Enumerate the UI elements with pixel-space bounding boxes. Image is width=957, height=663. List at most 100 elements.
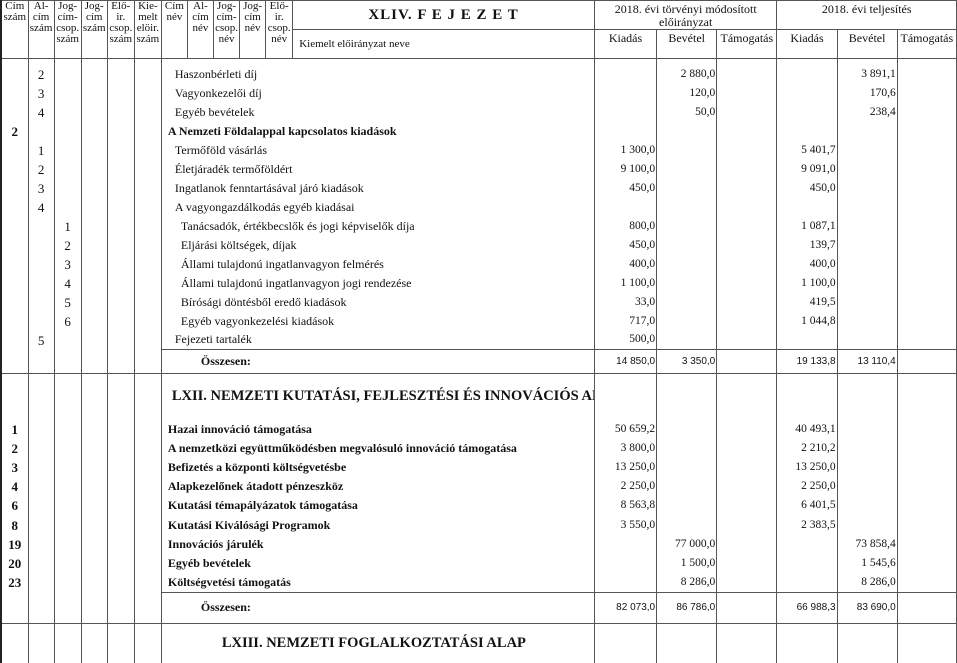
code-cell [81,373,108,420]
code-cell [54,140,82,160]
code-cell [1,292,29,312]
col-header-kiadas-1: Kiadás [593,29,658,59]
item-name: Alapkezelőnek átadott pénzeszköz [161,477,595,497]
table-row: 4 Állami tulajdonú ingatlanvagyon jogi re… [1,273,957,293]
value-cell [716,515,778,535]
value-cell [897,197,957,217]
code-cell [134,330,162,350]
value-cell: 1 300,0 [594,140,658,160]
code-cell [107,197,135,217]
value-cell [716,216,778,236]
col-header-eloir-csop-nev: Elő-ir. csop. név [265,0,294,59]
total-value: 14 850,0 [594,349,658,374]
chapter-title: XLIV. F E J E Z E T [292,0,595,30]
value-cell: 8 563,8 [594,496,658,516]
col-header-alcim-nev: Al-cím név [186,0,215,59]
value-cell: 8 286,0 [656,573,718,593]
item-name: Életjáradék termőföldért [161,159,595,179]
code-cell [28,58,55,65]
col-header-kiemelt-eloiranyzat-neve: Kiemelt előirányzat neve [292,29,595,59]
value-cell [656,496,718,516]
value-cell [656,273,718,293]
code-cell [134,457,162,478]
code-cell [81,64,108,84]
code-cell [81,140,108,160]
code-cell: 1 [28,140,55,160]
table-row: 20 Egyéb bevételek 1 500,0 1 545,6 [1,553,957,573]
value-cell: 1 044,8 [776,311,838,331]
value-cell [716,178,778,198]
item-name: Egyéb vagyonkezelési kiadások [161,311,595,331]
table-row: 6 Kutatási témapályázatok támogatása 8 563… [1,496,957,516]
code-cell [28,515,55,535]
code-cell [28,349,55,374]
value-cell: 3 800,0 [594,438,658,458]
item-name: Tanácsadók, értékbecslők és jogi képvise… [161,216,595,236]
table-row: 4 Egyéb bevételek 50,0 238,4 [1,102,957,122]
code-cell: 3 [28,178,55,198]
value-cell: 500,0 [594,330,658,350]
code-cell [81,515,108,535]
value-cell [656,58,718,65]
value-cell [837,330,898,350]
value-cell [776,553,838,573]
code-cell: 4 [54,273,82,293]
total-label: Összesen: [161,349,595,374]
value-cell [656,140,718,160]
value-cell [837,273,898,293]
code-cell: 8 [1,515,29,535]
value-cell [897,83,957,103]
col-header-bevetel-2: Bevétel [836,29,898,59]
value-cell [776,622,838,663]
section-title-row: LXIII. NEMZETI FOGLALKOZTATÁSI ALAP [1,622,957,663]
value-cell: 120,0 [656,83,718,103]
code-cell [134,573,162,593]
code-cell [54,178,82,198]
code-cell [28,477,55,497]
section-title: LXII. NEMZETI KUTATÁSI, FEJLESZTÉSI ÉS I… [161,373,595,420]
value-cell [897,622,957,663]
total-value [897,349,957,374]
value-cell [716,553,778,573]
code-cell: 4 [28,197,55,217]
item-name: Innovációs járulék [161,534,595,554]
code-cell [81,121,108,141]
header-row-1: Cím szám Al-cím szám Jog-cím-csop. szám … [0,0,957,59]
value-cell [776,58,838,65]
item-name: Ingatlanok fenntartásával járó kiadások [161,178,595,198]
code-cell [1,178,29,198]
code-cell: 5 [54,292,82,312]
code-cell [1,58,29,65]
code-cell [107,254,135,274]
value-cell [716,64,778,84]
code-cell [54,438,82,458]
code-cell [1,83,29,103]
value-cell [897,178,957,198]
code-cell [28,419,55,439]
code-cell [54,197,82,217]
value-cell [716,373,778,420]
value-cell [897,159,957,179]
table-row: 19 Innovációs járulék 77 000,0 73 858,4 [1,534,957,554]
code-cell: 3 [1,457,29,478]
item-name: Kutatási témapályázatok támogatása [161,496,595,516]
value-cell [897,373,957,420]
value-cell: 77 000,0 [656,534,718,554]
code-cell [28,254,55,274]
code-cell [107,592,135,624]
value-cell [897,311,957,331]
col-header-cim-szam: Cím szám [0,0,29,59]
value-cell [716,254,778,274]
code-cell [107,438,135,458]
code-cell: 2 [1,121,29,141]
section-title: LXIII. NEMZETI FOGLALKOZTATÁSI ALAP [161,622,595,663]
value-cell [716,438,778,458]
code-cell [107,622,135,663]
code-cell [28,292,55,312]
code-cell [134,592,162,624]
value-cell: 9 100,0 [594,159,658,179]
item-name: Kutatási Kiválósági Programok [161,515,595,535]
code-cell [54,622,82,663]
item-name: Haszonbérleti díj [161,64,595,84]
code-cell [134,102,162,122]
